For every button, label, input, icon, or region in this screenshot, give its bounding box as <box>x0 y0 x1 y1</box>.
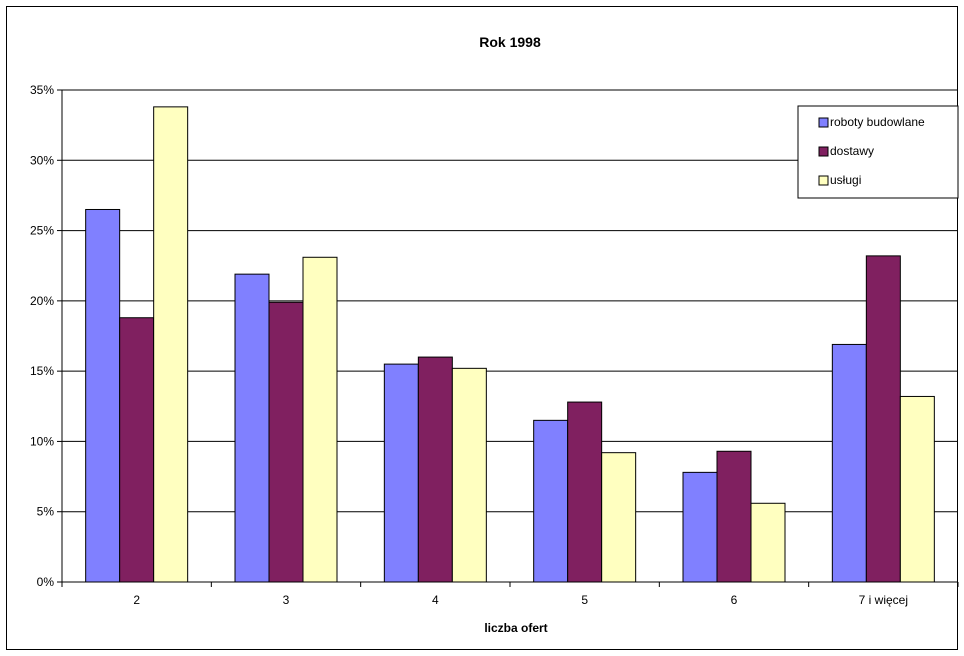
x-tick-label: 5 <box>581 593 588 607</box>
bars <box>85 106 935 583</box>
bar-2-6 <box>716 450 752 583</box>
x-tick-labels: 2 3 4 5 6 7 i więcej <box>133 593 908 607</box>
legend-swatch <box>818 146 829 157</box>
bar-1-2 <box>85 208 121 583</box>
y-tick-labels: 0% 5% 10% 15% 20% 25% 30% 35% <box>30 83 54 589</box>
y-tick-label: 25% <box>30 224 54 238</box>
y-tick-label: 30% <box>30 153 54 167</box>
y-tick-label: 5% <box>37 505 55 519</box>
legend-swatch <box>818 117 829 128</box>
bar-3-4 <box>451 367 487 583</box>
y-tick-label: 20% <box>30 294 54 308</box>
bar-3-5 <box>601 452 637 583</box>
x-tick-label: 2 <box>133 593 140 607</box>
bar-1-3 <box>234 273 270 583</box>
bar-3-3 <box>302 256 338 583</box>
bar-1-4 <box>383 363 419 583</box>
legend-label: usługi <box>830 173 861 187</box>
legend: roboty budowlane dostawy usługi <box>797 105 959 199</box>
legend-label: roboty budowlane <box>830 115 925 129</box>
bar-3-7-i-więcej <box>899 395 935 583</box>
y-tick-label: 35% <box>30 83 54 97</box>
y-tick-label: 10% <box>30 434 54 448</box>
legend-swatch <box>818 175 829 186</box>
bar-2-4 <box>417 356 453 583</box>
bar-1-7-i-więcej <box>831 343 867 583</box>
x-tick-label: 4 <box>432 593 439 607</box>
y-tick-label: 0% <box>37 575 55 589</box>
x-tick-label: 3 <box>283 593 290 607</box>
y-tick-label: 15% <box>30 364 54 378</box>
bar-1-6 <box>682 471 718 583</box>
bar-2-2 <box>119 317 155 583</box>
x-axis-label: liczba ofert <box>484 621 547 635</box>
bar-2-5 <box>567 401 603 583</box>
chart-title: Rok 1998 <box>479 34 541 50</box>
bar-2-7-i-więcej <box>865 255 901 583</box>
axes <box>57 89 959 587</box>
x-tick-label: 6 <box>731 593 738 607</box>
bar-3-2 <box>153 106 189 583</box>
legend-label: dostawy <box>830 144 874 158</box>
bar-1-5 <box>533 419 569 583</box>
bar-2-3 <box>268 301 304 583</box>
bar-3-6 <box>750 502 786 583</box>
x-tick-label: 7 i więcej <box>859 593 908 607</box>
